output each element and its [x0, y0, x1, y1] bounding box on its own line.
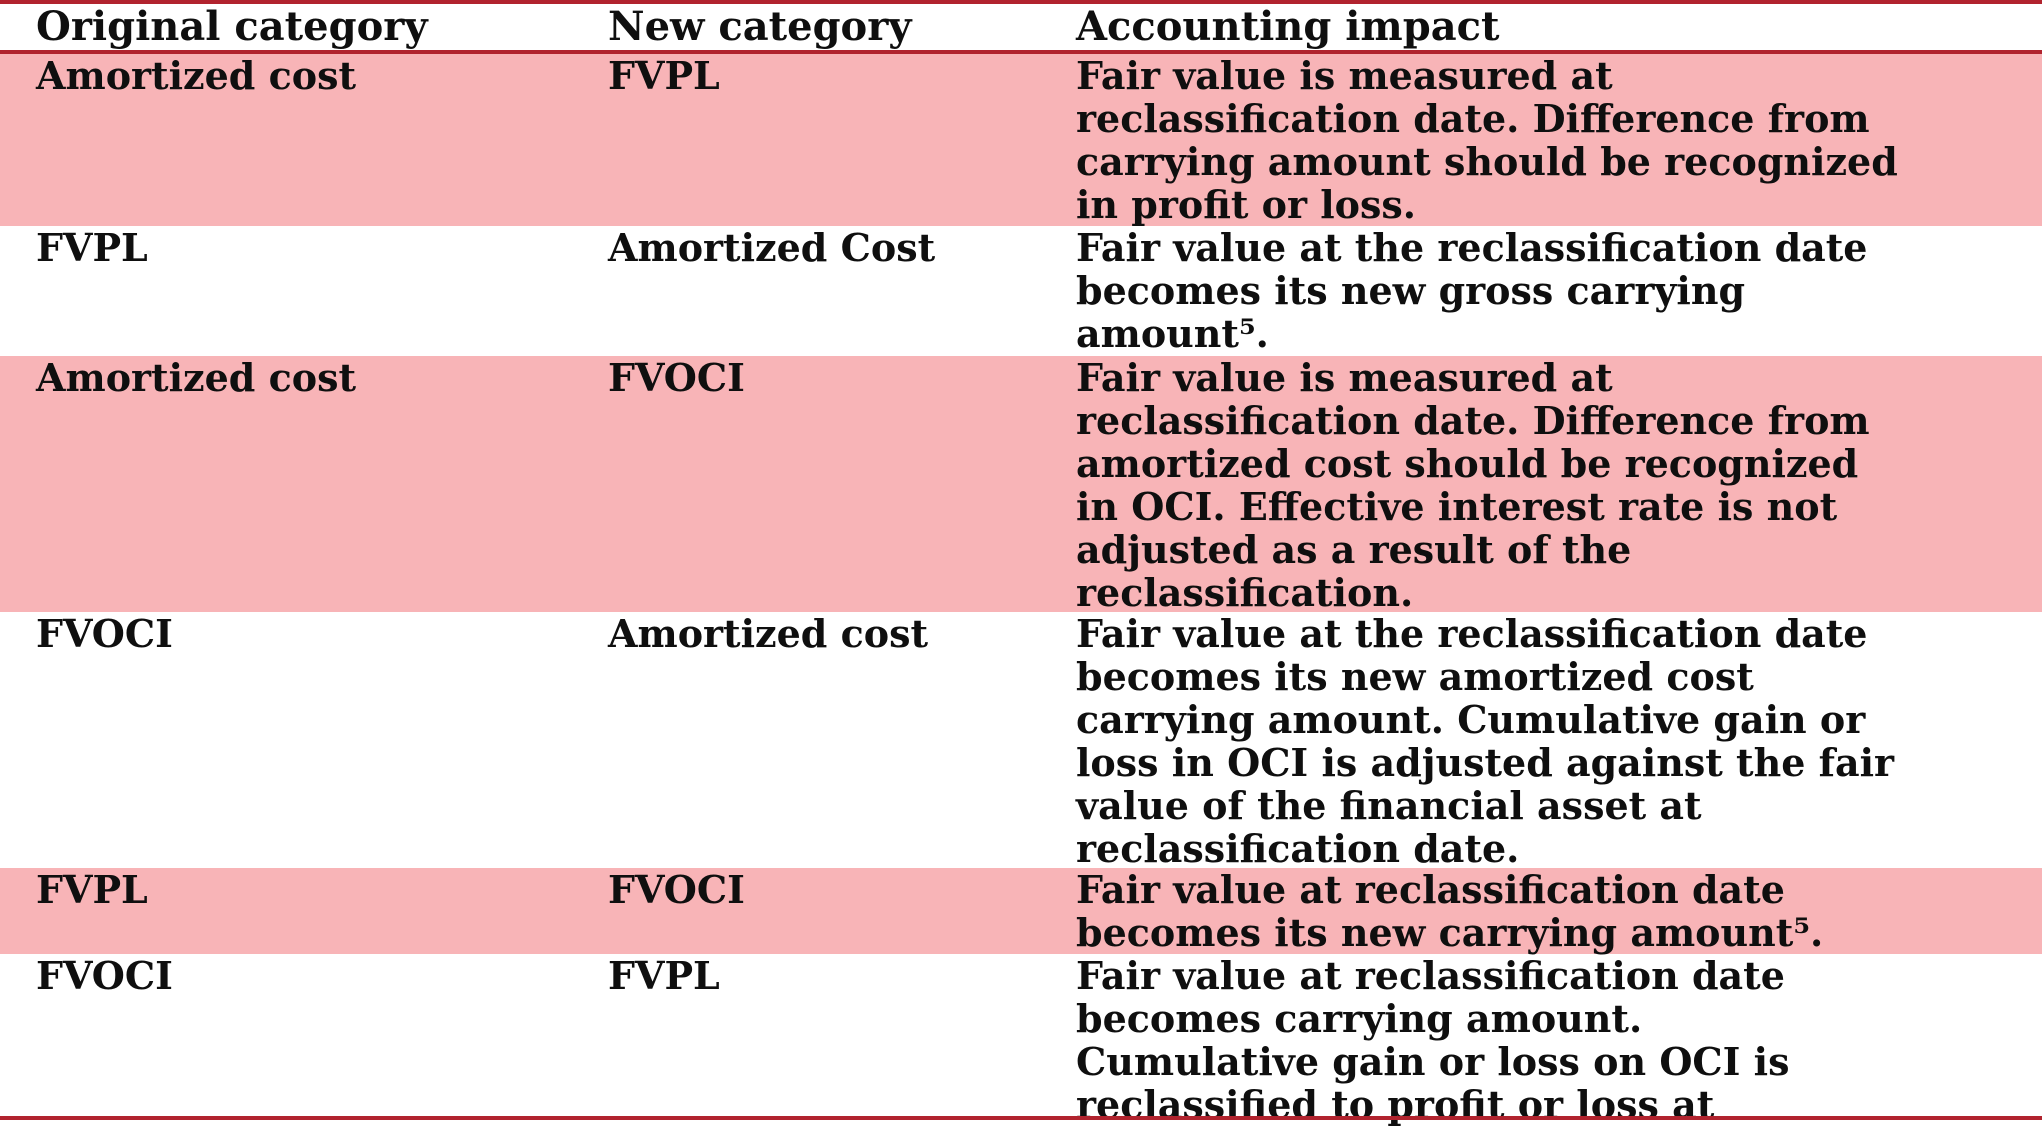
- header-new-category: New category: [608, 3, 912, 50]
- accounting-impact-cell: Fair value is measured at reclassificati…: [1076, 355, 1870, 615]
- new-category-cell: FVPL: [608, 953, 720, 998]
- original-category-cell: FVOCI: [36, 953, 173, 998]
- table-header-rule: [0, 50, 2042, 54]
- table-bottom-rule: [0, 1116, 2042, 1120]
- table-row: Amortized cost FVPL Fair value is measur…: [0, 54, 2042, 226]
- original-category-cell: FVPL: [36, 867, 148, 912]
- accounting-impact-cell: Fair value at the reclassification date …: [1076, 225, 1868, 356]
- header-original-category: Original category: [36, 3, 428, 50]
- original-category-cell: Amortized cost: [36, 53, 357, 98]
- table-row: FVPL FVOCI Fair value at reclassificatio…: [0, 868, 2042, 954]
- new-category-cell: Amortized cost: [608, 611, 929, 656]
- original-category-cell: Amortized cost: [36, 355, 357, 400]
- accounting-impact-cell: Fair value is measured at reclassificati…: [1076, 53, 1898, 227]
- table-header-row: Original category New category Accountin…: [0, 2, 2042, 50]
- accounting-impact-cell: Fair value at reclassification date beco…: [1076, 867, 1824, 955]
- new-category-cell: Amortized Cost: [608, 225, 936, 270]
- original-category-cell: FVPL: [36, 225, 148, 270]
- accounting-impact-cell: Fair value at the reclassification date …: [1076, 611, 1895, 871]
- table-row: FVPL Amortized Cost Fair value at the re…: [0, 226, 2042, 356]
- table-top-rule: [0, 0, 2042, 4]
- new-category-cell: FVOCI: [608, 355, 745, 400]
- table-row: Amortized cost FVOCI Fair value is measu…: [0, 355, 2042, 615]
- new-category-cell: FVPL: [608, 53, 720, 98]
- new-category-cell: FVOCI: [608, 867, 745, 912]
- table-row: FVOCI Amortized cost Fair value at the r…: [0, 611, 2042, 871]
- table-row: FVOCI FVPL Fair value at reclassificatio…: [0, 953, 2042, 1126]
- header-accounting-impact: Accounting impact: [1076, 3, 1500, 50]
- original-category-cell: FVOCI: [36, 611, 173, 656]
- accounting-impact-cell: Fair value at reclassification date beco…: [1076, 953, 1790, 1127]
